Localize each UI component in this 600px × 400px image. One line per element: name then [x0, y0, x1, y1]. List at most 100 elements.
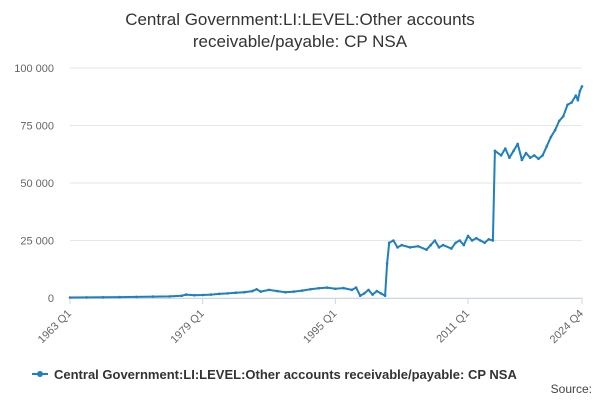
data-point — [437, 246, 441, 249]
data-point — [334, 287, 337, 291]
data-point — [528, 156, 532, 159]
data-point — [375, 289, 379, 293]
y-tick-label: 75 000 — [20, 121, 54, 133]
x-axis: 1963 Q1 1979 Q1 1995 Q1 2011 Q1 2024 Q4 — [36, 298, 586, 346]
data-point — [578, 89, 582, 93]
data-point — [549, 135, 553, 139]
data-point — [68, 296, 72, 299]
data-point — [441, 243, 445, 247]
data-point — [580, 85, 584, 88]
chart-title-line-1: Central Government:LI:LEVEL:Other accoun… — [125, 10, 475, 29]
data-point — [201, 293, 204, 297]
data-point — [267, 288, 271, 292]
series-group — [68, 85, 584, 299]
data-point — [576, 98, 580, 102]
data-point — [545, 144, 549, 148]
data-point — [209, 293, 213, 296]
data-point — [541, 154, 544, 157]
data-point — [101, 296, 105, 299]
data-point — [516, 142, 519, 146]
legend-label: Central Government:LI:LEVEL:Other accoun… — [54, 367, 517, 382]
data-point — [180, 294, 184, 298]
data-point — [557, 119, 561, 123]
data-point — [184, 293, 188, 296]
data-point — [483, 241, 486, 245]
y-tick-label: 25 000 — [20, 236, 54, 248]
data-point — [367, 288, 370, 292]
x-tick-label: 1979 Q1 — [168, 308, 206, 346]
data-point — [491, 239, 495, 242]
legend[interactable]: Central Government:LI:LEVEL:Other accoun… — [32, 367, 517, 382]
data-point — [508, 156, 511, 159]
data-point — [425, 248, 428, 251]
data-point — [533, 154, 536, 157]
x-tick-label: 1963 Q1 — [36, 308, 74, 346]
chart-title-line-2: receivable/payable: CP NSA — [192, 32, 408, 51]
data-point — [234, 291, 238, 295]
data-point — [379, 292, 383, 295]
y-axis: 0 25 000 50 000 75 000 100 000 — [14, 63, 54, 305]
data-point — [168, 295, 171, 298]
data-point — [325, 286, 329, 289]
data-point — [450, 247, 453, 250]
data-point — [396, 246, 399, 249]
data-point — [400, 243, 404, 247]
x-tick-label: 1995 Q1 — [301, 308, 339, 346]
data-point — [493, 149, 497, 153]
data-point — [487, 238, 491, 241]
data-point — [512, 149, 515, 153]
data-point — [358, 294, 362, 298]
data-point — [383, 294, 387, 298]
data-point — [520, 158, 524, 162]
data-point — [416, 245, 420, 248]
data-point — [363, 292, 366, 295]
data-point — [276, 289, 279, 293]
source-label: Source: — [550, 382, 592, 396]
data-point — [433, 239, 437, 242]
series-line — [69, 85, 583, 299]
data-point — [317, 287, 321, 290]
data-point — [570, 101, 573, 104]
data-point — [217, 292, 221, 296]
data-point — [242, 291, 246, 294]
x-tick-label: 2024 Q4 — [548, 308, 586, 346]
data-point — [454, 241, 457, 245]
data-point — [350, 288, 354, 292]
data-point — [371, 293, 374, 296]
y-tick-label: 100 000 — [14, 63, 54, 75]
data-point — [524, 151, 528, 155]
grid-lines — [70, 67, 582, 299]
data-point — [193, 293, 196, 297]
data-point — [151, 295, 155, 298]
data-point — [300, 289, 304, 292]
data-point — [462, 243, 466, 247]
data-point — [466, 234, 470, 238]
data-point — [392, 239, 395, 242]
data-point — [499, 154, 503, 157]
data-point — [429, 243, 433, 247]
data-point — [385, 262, 389, 265]
data-point — [309, 288, 312, 291]
data-point — [259, 290, 263, 293]
data-point — [408, 246, 412, 249]
data-point — [574, 94, 578, 97]
data-point — [255, 288, 258, 291]
data-point — [479, 239, 482, 242]
data-point — [537, 157, 540, 161]
data-point — [387, 241, 391, 245]
data-point — [135, 295, 138, 299]
data-point — [566, 103, 569, 107]
data-point — [562, 115, 565, 118]
data-point — [226, 292, 229, 295]
x-tick-label: 2011 Q1 — [434, 308, 472, 346]
data-point — [85, 296, 88, 299]
y-tick-label: 50 000 — [20, 178, 54, 190]
data-point — [284, 291, 287, 294]
data-point — [292, 290, 296, 293]
data-point — [251, 289, 254, 293]
data-point — [354, 286, 358, 289]
data-point — [458, 239, 462, 242]
y-tick-label: 0 — [48, 293, 54, 305]
data-point — [553, 128, 557, 132]
